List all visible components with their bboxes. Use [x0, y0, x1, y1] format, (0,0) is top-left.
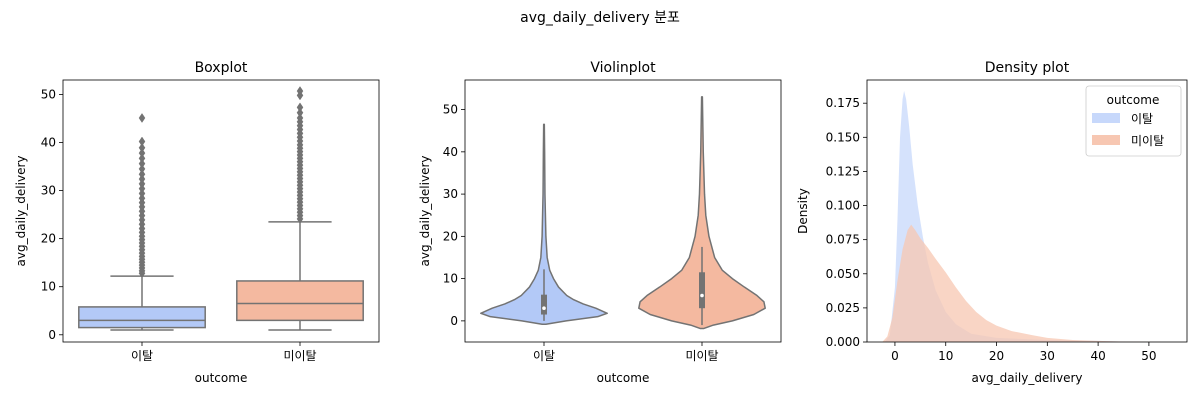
boxplot-ticks: 0 10 20 30 40 50 이탈 미이탈 — [41, 87, 317, 363]
boxplot-ytick-label: 40 — [41, 135, 56, 149]
density-ticks: 0.000 0.025 0.050 0.075 0.100 0.125 0.150 0.175… — [826, 96, 1157, 363]
density-xtick-label: 40 — [1090, 349, 1105, 363]
boxplot-panel: Boxplot 0 10 20 30 40 50 이탈 미이탈 outcome avg_dai… — [14, 60, 380, 385]
density-ytick-label: 0.125 — [826, 164, 860, 178]
legend-label-non-churn: 미이탈 — [1131, 134, 1164, 148]
violinplot-ylabel: avg_daily_delivery — [418, 156, 432, 267]
violinplot-ytick-label: 30 — [443, 187, 458, 201]
box-outlier — [138, 169, 146, 180]
violinplot-xlabel: outcome — [597, 371, 650, 385]
violinplot-xtick-label: 이탈 — [533, 349, 555, 363]
violin-iqr — [699, 272, 705, 309]
legend-swatch-non-churn — [1092, 135, 1120, 145]
box-outlier — [296, 107, 304, 118]
box-outlier — [138, 148, 146, 159]
density-axes-frame — [866, 79, 1188, 343]
legend-title: outcome — [1107, 93, 1160, 107]
violin-body — [480, 123, 608, 325]
density-xtick-label: 50 — [1141, 349, 1156, 363]
boxplot-ylabel: avg_daily_delivery — [14, 156, 28, 267]
box-outlier — [138, 136, 146, 147]
density-area-non-churn — [882, 224, 1165, 342]
boxplot-marks — [78, 86, 364, 331]
violin-median — [700, 293, 704, 298]
box-outlier — [296, 113, 304, 123]
box-iqr — [78, 306, 206, 329]
violinplot-ytick-label: 20 — [443, 229, 458, 243]
violin-iqr — [541, 294, 547, 315]
violin-median — [542, 306, 546, 310]
box-outlier — [138, 113, 146, 123]
density-ytick-label: 0.050 — [826, 267, 860, 281]
boxplot-title: Boxplot — [195, 60, 248, 76]
boxplot-ytick-label: 30 — [41, 184, 56, 198]
violinplot-axes-frame — [464, 79, 782, 343]
density-ytick-label: 0.175 — [826, 96, 860, 110]
box-outlier — [296, 102, 304, 113]
violinplot-ytick-label: 50 — [443, 103, 458, 117]
box-outlier — [138, 158, 146, 169]
box-iqr — [236, 280, 364, 322]
density-xtick-label: 10 — [938, 349, 953, 363]
boxplot-ytick-label: 50 — [41, 87, 56, 101]
density-legend: outcome 이탈 미이탈 — [1085, 85, 1182, 157]
density-ytick-label: 0.150 — [826, 130, 860, 144]
boxplot-xtick-label: 이탈 — [131, 349, 153, 363]
violinplot-title: Violinplot — [590, 60, 656, 76]
density-ytick-label: 0.000 — [826, 335, 860, 349]
density-xtick-label: 30 — [1040, 349, 1055, 363]
density-ytick-label: 0.075 — [826, 233, 860, 247]
boxplot-ytick-label: 20 — [41, 232, 56, 246]
legend-label-churn: 이탈 — [1131, 112, 1153, 126]
box-outlier — [138, 153, 146, 164]
density-ytick-label: 0.100 — [826, 199, 860, 213]
density-ylabel: Density — [796, 188, 810, 234]
violinplot-ytick-label: 0 — [450, 314, 458, 328]
violinplot-ytick-label: 10 — [443, 272, 458, 286]
legend-swatch-churn — [1092, 113, 1120, 123]
boxplot-xtick-label: 미이탈 — [283, 349, 316, 363]
density-panel: Density plot 0.0000.0250.0500.0750.1000.… — [796, 60, 1188, 385]
box-outlier — [138, 163, 146, 174]
density-marks — [882, 90, 1165, 342]
boxplot-ytick-label: 0 — [48, 328, 56, 342]
boxplot-xlabel: outcome — [195, 371, 248, 385]
density-xlabel: avg_daily_delivery — [972, 371, 1083, 385]
violinplot-ytick-label: 40 — [443, 145, 458, 159]
boxplot-axes-frame — [62, 79, 380, 343]
density-xtick-label: 0 — [891, 349, 899, 363]
violinplot-marks — [480, 96, 766, 330]
box-outlier — [296, 86, 304, 97]
figure-suptitle: avg_daily_delivery 분포 — [520, 10, 680, 26]
violinplot-ticks: 0 10 20 30 40 50 이탈 미이탈 — [443, 103, 719, 363]
density-xtick-label: 20 — [989, 349, 1004, 363]
violinplot-xtick-label: 미이탈 — [685, 349, 718, 363]
box-outlier — [138, 142, 146, 153]
violinplot-panel: Violinplot 0 10 20 30 40 50 이탈 미이탈 outcome avg_… — [418, 60, 782, 385]
boxplot-ytick-label: 10 — [41, 280, 56, 294]
density-ytick-label: 0.025 — [826, 301, 860, 315]
density-title: Density plot — [985, 60, 1070, 76]
violin-body — [638, 96, 766, 330]
